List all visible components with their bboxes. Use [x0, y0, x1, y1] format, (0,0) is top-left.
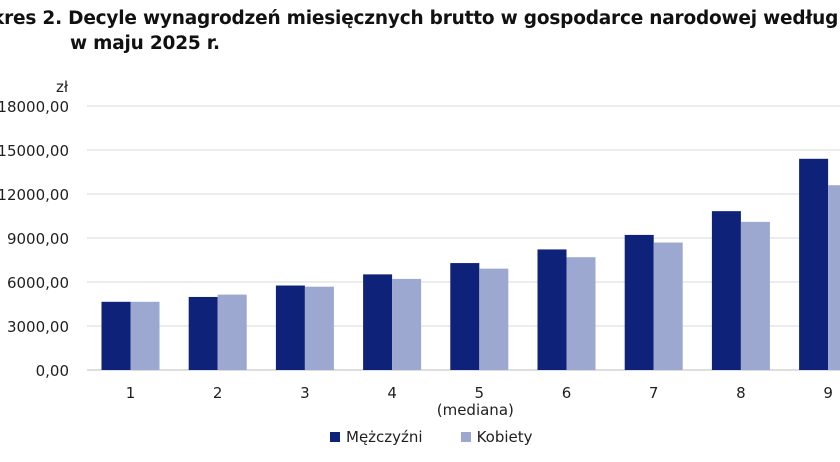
y-tick-label: 0,00: [36, 362, 69, 380]
bar-men: [101, 301, 131, 370]
x-tick-label: 2: [213, 384, 223, 402]
x-tick-label: 9: [823, 384, 833, 402]
bar-men: [363, 274, 393, 370]
legend: Mężczyźni Kobiety: [330, 428, 533, 446]
bar-men: [188, 296, 218, 370]
y-tick-label: 18000,00: [0, 98, 69, 116]
y-tick-label: 12000,00: [0, 186, 69, 204]
bar-women: [217, 294, 247, 370]
x-tick-annotation: (mediana): [437, 401, 514, 419]
x-tick-label: 4: [387, 384, 397, 402]
y-axis-unit-label: zł: [56, 78, 69, 96]
bar-women: [304, 286, 334, 370]
y-tick-label: 6000,00: [7, 274, 69, 292]
bar-men: [537, 249, 567, 370]
legend-item: Mężczyźni: [330, 428, 423, 446]
bar-women: [130, 301, 160, 370]
y-tick-label: 15000,00: [0, 142, 69, 160]
chart-title-line-2: w maju 2025 r.: [70, 33, 220, 54]
legend-item: Kobiety: [460, 428, 533, 446]
x-axis-tick-labels: 1 2 3 4 5(mediana) 6 7 8 9: [126, 384, 833, 419]
x-tick-label: 5: [475, 384, 485, 402]
bar-men: [450, 263, 480, 370]
legend-swatch: [330, 432, 340, 442]
bar-women: [392, 278, 422, 370]
bar-men: [624, 234, 654, 370]
y-tick-label: 9000,00: [7, 230, 69, 248]
bar-women: [828, 185, 840, 370]
bar-women: [740, 221, 770, 370]
y-tick-label: 3000,00: [7, 318, 69, 336]
x-tick-label: 3: [300, 384, 310, 402]
x-tick-label: 8: [736, 384, 746, 402]
y-axis-tick-labels: 0,00 3000,00 6000,00 9000,00 12000,00 15000,0…: [0, 98, 69, 380]
bar-women: [653, 242, 683, 370]
bar-men: [275, 285, 305, 370]
legend-label: Mężczyźni: [346, 428, 423, 446]
bar-women: [479, 268, 509, 370]
bar-women: [566, 257, 596, 370]
bar-men: [711, 211, 741, 370]
bars: [101, 158, 840, 370]
x-tick-label: 1: [126, 384, 136, 402]
bar-men: [799, 158, 829, 370]
x-tick-label: 7: [649, 384, 659, 402]
x-tick-label: 6: [562, 384, 572, 402]
legend-swatch: [460, 432, 471, 442]
legend-label: Kobiety: [476, 428, 533, 446]
chart-title: kres 2. Decyle wynagrodzeń miesięcznych …: [0, 6, 838, 56]
chart-title-line-1: kres 2. Decyle wynagrodzeń miesięcznych …: [0, 8, 839, 29]
